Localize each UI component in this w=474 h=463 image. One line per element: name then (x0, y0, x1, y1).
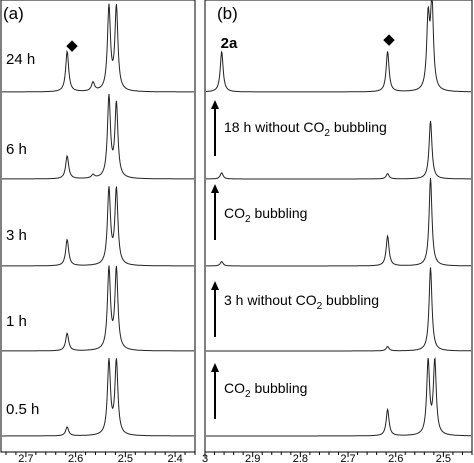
panel-b-arrow-head (211, 281, 219, 290)
panel-a-series-name: 1 h (6, 313, 27, 330)
panel-b-marker: ◆ (383, 31, 395, 48)
panel-a-label: (a) (3, 4, 24, 23)
panel-a-x-axis: 2.7 2.6 2.5 2.4 (5, 452, 196, 463)
panel-b: (b) 2a ◆ 18 h without CO2 bubbling CO2 bu… (202, 0, 473, 463)
panel-a: (a) ◆ 24 h 6 h 3 h 1 h 0.5 h 2.7 2.6 2.5 2.4 (0, 0, 196, 463)
panel-b-spectra (206, 0, 471, 437)
panel-b-spectrum-2 (206, 120, 471, 180)
panel-a-spectrum-3 (2, 186, 194, 267)
panel-a-spectrum-5 (2, 358, 194, 437)
panel-a-spectra (2, 3, 194, 437)
panel-a-tick-label: 2.6 (68, 453, 83, 463)
panel-b-annotation: CO2 bubbling (224, 205, 307, 225)
panel-b-tick-label: 3 (202, 453, 208, 463)
panel-a-tick-label: 2.7 (18, 453, 33, 463)
panel-a-series-name: 24 h (6, 51, 35, 68)
panel-b-peak-label-2a: 2a (221, 35, 238, 52)
panel-b-tick-label: 2.5 (436, 453, 451, 463)
panel-b-annotation: CO2 bubbling (224, 380, 307, 400)
panel-b-tick-label: 2.7 (340, 453, 355, 463)
panel-b-annotation: 18 h without CO2 bubbling (224, 119, 387, 139)
panel-b-annotations: 18 h without CO2 bubbling CO2 bubbling 3 h… (211, 100, 387, 419)
panel-b-arrow-head (211, 363, 219, 372)
panel-a-series-name: 3 h (6, 227, 27, 244)
panel-a-marker: ◆ (66, 37, 78, 54)
panel-a-tick-label: 2.4 (167, 453, 182, 463)
panel-a-spectrum-1 (2, 3, 194, 93)
panel-b-arrow-head (211, 184, 219, 193)
panel-b-spectrum-3 (206, 177, 471, 267)
panel-b-tick-label: 2.6 (388, 453, 403, 463)
panel-a-series-labels: 24 h 6 h 3 h 1 h 0.5 h (6, 51, 39, 418)
panel-a-series-name: 6 h (6, 141, 27, 158)
panel-a-spectrum-2 (2, 93, 194, 180)
panel-b-tick-label: 2.9 (245, 453, 260, 463)
panel-b-tick-label: 2.8 (293, 453, 308, 463)
panel-a-series-name: 0.5 h (6, 401, 39, 418)
panel-b-spectrum-4 (206, 267, 471, 352)
panel-b-arrow-head (211, 100, 219, 109)
panel-b-spectrum-5 (206, 356, 471, 437)
panel-a-spectrum-4 (2, 265, 194, 352)
panel-b-annotation: 3 h without CO2 bubbling (224, 292, 379, 312)
panel-a-tick-label: 2.5 (118, 453, 133, 463)
panel-a-frame (0, 0, 196, 453)
panel-b-x-axis: 3 2.9 2.8 2.7 2.6 2.5 (202, 452, 473, 463)
panel-b-spectrum-1 (206, 0, 471, 93)
panel-b-label: (b) (217, 4, 238, 23)
